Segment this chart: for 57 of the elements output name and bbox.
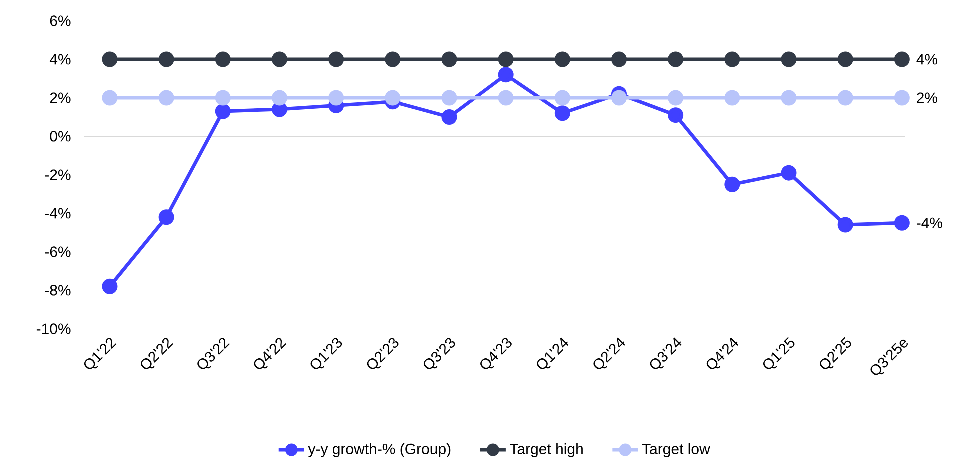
point [668,90,684,106]
point [442,90,458,106]
point [498,52,514,68]
point [498,67,514,83]
y-tick-label: -2% [45,170,71,180]
y-tick-label: -8% [45,285,71,296]
point [385,52,401,68]
point [158,90,174,106]
point [215,104,231,120]
y-tick-label: -6% [45,246,71,258]
point [498,90,514,106]
point [724,90,740,106]
point [894,90,910,106]
legend-label: y-y growth-% (Group) [308,443,451,458]
point [724,176,740,192]
point [894,215,910,231]
point [442,52,458,68]
data-label: 2% [917,92,938,104]
point [272,102,288,118]
point [102,52,118,68]
point [611,52,627,68]
point [724,52,740,68]
point [272,90,288,106]
y-tick-label: -4% [45,208,71,219]
y-tick-label: 4% [50,54,71,65]
legend-label: Target low [642,443,710,458]
point [554,90,570,106]
point [781,52,797,68]
y-tick-label: 6% [50,16,71,26]
legend-label: Target high [510,443,583,458]
point [215,90,231,106]
point [668,108,684,124]
point [838,52,854,68]
point [385,90,401,106]
y-tick-label: -10% [36,324,71,334]
point [838,217,854,233]
data-label: -4% [917,218,942,228]
point [781,165,797,181]
point [668,52,684,68]
point [894,52,910,68]
point [554,106,570,122]
point [442,109,458,125]
point [102,278,118,294]
point [554,52,570,68]
point [328,52,344,68]
point [272,52,288,68]
point [328,90,344,106]
point [102,90,118,106]
point [838,90,854,106]
point [611,90,627,106]
point [158,52,174,68]
point [215,52,231,68]
point [158,210,174,226]
data-label: 4% [916,54,938,65]
y-tick-label: 2% [50,92,71,104]
y-tick-label: 0% [50,131,71,142]
point [781,90,797,106]
